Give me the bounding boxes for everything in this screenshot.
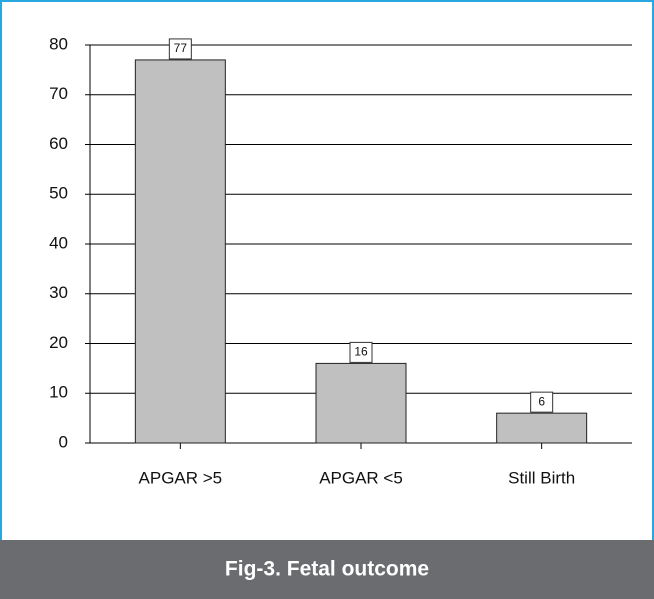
y-tick-label: 0 [59,432,68,451]
bar [315,362,407,444]
value-label: 16 [354,345,368,359]
x-tick-label: Still Birth [508,468,575,487]
y-tick-label: 30 [49,283,68,302]
x-tick-label: APGAR >5 [139,468,223,487]
caption-bar [0,540,654,599]
y-tick-label: 80 [49,34,68,53]
y-tick-label: 70 [49,84,68,103]
value-label: 6 [538,394,545,408]
y-tick-label: 50 [49,184,68,203]
y-tick-label: 40 [49,233,68,252]
chart-title: Fig-3. Fetal outcome [225,558,429,581]
y-tick-label: 60 [49,134,68,153]
value-label: 77 [174,41,188,55]
y-tick-label: 10 [49,383,68,402]
value-label-box [530,391,554,413]
y-tick-label: 20 [49,333,68,352]
bar [496,412,588,444]
value-label-box [168,38,192,60]
value-label-box [349,341,373,363]
x-tick-label: APGAR <5 [319,468,403,487]
bar [134,59,226,444]
